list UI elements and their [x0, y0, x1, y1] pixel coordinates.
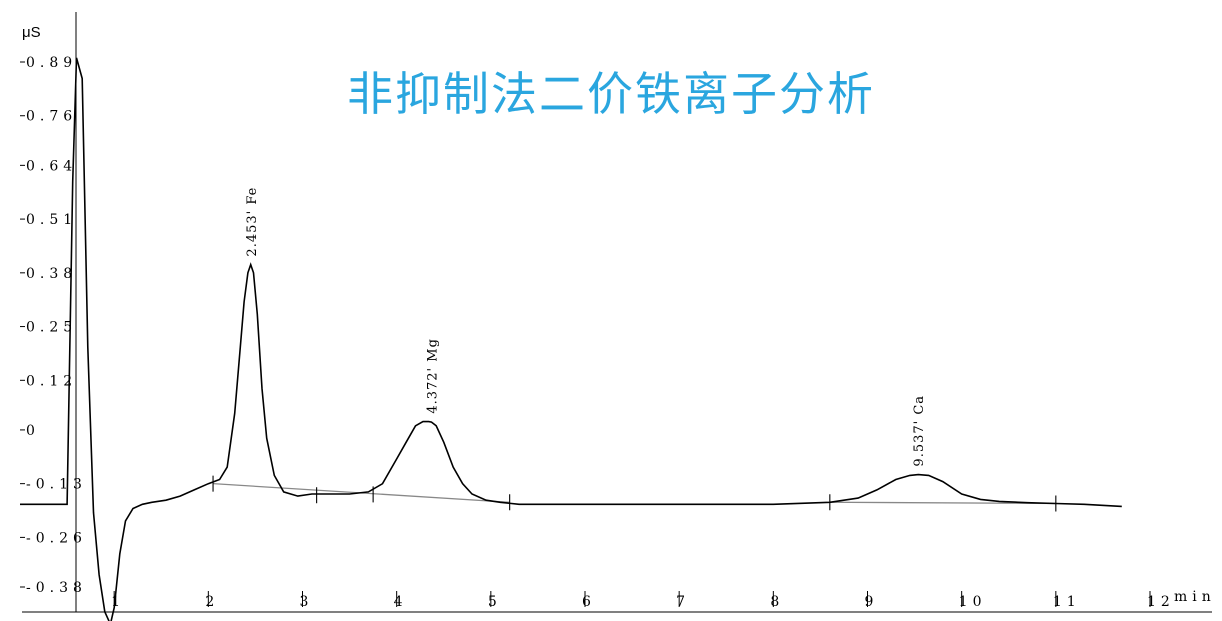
integration-baseline	[829, 501, 1056, 505]
y-tick-label: 0.64	[26, 158, 77, 174]
y-tick-label: 0	[26, 423, 40, 439]
x-tick-label: 11	[1053, 594, 1081, 610]
x-tick-label: 10	[959, 594, 987, 610]
y-tick-label: 0.76	[26, 109, 77, 125]
x-tick-label: 6	[582, 594, 596, 610]
x-tick-label: 4	[394, 594, 408, 610]
chart-title: 非抑制法二价铁离子分析	[347, 67, 875, 121]
y-tick-label: -0.38	[26, 580, 87, 596]
y-tick-label: 0.89	[26, 55, 77, 71]
x-tick-label: 7	[676, 594, 690, 610]
peak-label: 2.453' Fe	[245, 187, 260, 257]
y-tick-label: 0.12	[26, 373, 77, 389]
x-tick-label: 9	[865, 594, 879, 610]
x-tick-label: 8	[770, 594, 784, 610]
chromatogram-trace	[20, 57, 1122, 621]
y-tick-label: 0.38	[26, 266, 77, 282]
y-tick-label: -0.13	[26, 477, 87, 493]
x-tick-label: 1	[111, 594, 125, 610]
x-tick-label: 12	[1147, 594, 1175, 610]
x-axis-unit: min	[1174, 589, 1216, 605]
y-tick-label: 0.25	[26, 320, 77, 336]
y-tick-label: -0.26	[26, 530, 87, 546]
y-axis-unit: μS	[22, 24, 41, 41]
peak-label: 9.537' Ca	[912, 395, 927, 467]
x-tick-label: 5	[488, 594, 502, 610]
y-tick-label: 0.51	[26, 212, 77, 228]
x-tick-label: 2	[205, 594, 219, 610]
peak-label: 4.372' Mg	[426, 338, 441, 414]
x-tick-label: 3	[300, 594, 314, 610]
